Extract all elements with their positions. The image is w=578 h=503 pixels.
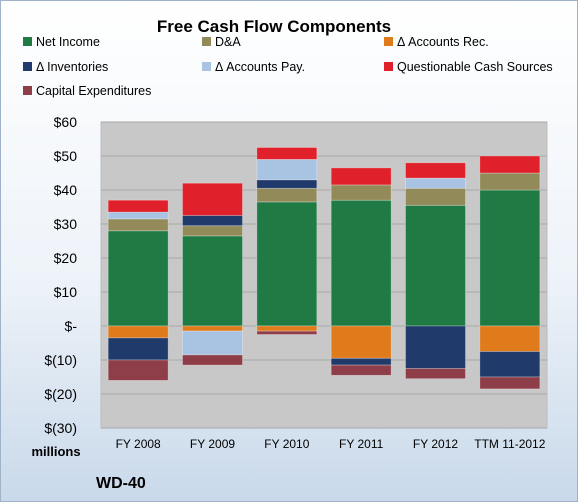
legend-swatch — [202, 37, 211, 46]
legend-label: Δ Inventories — [36, 60, 108, 74]
bar-segment — [330, 364, 392, 376]
y-tick-label: $- — [65, 318, 78, 334]
y-tick-label: $40 — [54, 182, 78, 198]
legend-label: Δ Accounts Pay. — [215, 60, 305, 74]
bar-segment — [182, 354, 243, 366]
bar-segment — [107, 230, 169, 327]
x-tick-label: FY 2011 — [339, 437, 384, 451]
legend-swatch — [23, 62, 32, 71]
bar-segment — [107, 211, 169, 220]
gridlines — [101, 121, 547, 429]
bar-segment — [256, 187, 318, 203]
legend-label: Net Income — [36, 35, 100, 49]
legend-swatch — [384, 37, 393, 46]
legend-label: D&A — [215, 35, 241, 49]
bar-segment — [107, 337, 169, 361]
x-tick-label: TTM 11-2012 — [474, 437, 545, 451]
bar-segment — [330, 325, 392, 359]
bar-segment — [182, 225, 243, 237]
legend-swatch — [23, 86, 32, 95]
bar-segment — [256, 325, 318, 332]
bar-segment — [479, 189, 541, 327]
x-tick-label: FY 2012 — [413, 437, 458, 451]
units-label: millions — [31, 444, 80, 459]
bar-segment — [405, 187, 466, 206]
bar-segment — [182, 330, 243, 356]
bar-segment — [405, 204, 466, 327]
company-label: WD-40 — [96, 475, 146, 492]
y-tick-label: $(20) — [44, 386, 77, 402]
bar-segment — [256, 147, 318, 160]
bar-segment — [479, 376, 541, 390]
bar-segment — [405, 177, 466, 189]
chart-title: Free Cash Flow Components — [157, 17, 391, 36]
bar-segment — [182, 215, 243, 227]
bar-segment — [405, 368, 466, 380]
bar-segment — [256, 201, 318, 327]
y-tick-label: $20 — [54, 250, 78, 266]
bar-segment — [479, 155, 541, 174]
plot-area — [100, 121, 548, 429]
bar-segment — [107, 325, 169, 339]
bar-segment — [256, 179, 318, 189]
bar-segment — [107, 199, 169, 213]
x-tick-label: FY 2009 — [190, 437, 235, 451]
bar-segment — [182, 182, 243, 216]
bar-segment — [330, 184, 392, 201]
x-axis-ticks: FY 2008 FY 2009 FY 2010 FY 2011 FY 2012 TTM 1… — [116, 437, 546, 451]
bar-segment — [182, 325, 243, 332]
x-tick-label: FY 2010 — [264, 437, 309, 451]
legend-label: Capital Expenditures — [36, 84, 151, 98]
y-tick-label: $10 — [54, 284, 78, 300]
bar-segment — [405, 162, 466, 179]
legend-swatch — [202, 62, 211, 71]
bar-segment — [479, 325, 541, 352]
legend: Net Income D&A Δ Accounts Rec. Δ Inventorie… — [23, 35, 553, 98]
bars — [107, 147, 541, 390]
bar-segment — [330, 167, 392, 186]
y-tick-label: $(10) — [44, 352, 77, 368]
bar-segment — [107, 359, 169, 381]
y-axis-ticks: $60 $50 $40 $30 $20 $10 $- $(10) $(20) $(30) — [44, 114, 77, 436]
bar-segment — [330, 357, 392, 366]
bar-segment — [256, 158, 318, 181]
bar-segment — [479, 351, 541, 378]
bar-segment — [107, 218, 169, 232]
y-tick-label: $(30) — [44, 420, 77, 436]
bar-segment — [479, 172, 541, 191]
y-tick-label: $50 — [54, 148, 78, 164]
bar-segment — [182, 235, 243, 327]
y-tick-label: $60 — [54, 114, 78, 130]
bar-segment — [330, 199, 392, 327]
legend-swatch — [384, 62, 393, 71]
legend-label: Δ Accounts Rec. — [397, 35, 489, 49]
x-tick-label: FY 2008 — [116, 437, 161, 451]
bar-segment — [405, 325, 466, 369]
legend-label: Questionable Cash Sources — [397, 60, 553, 74]
legend-swatch — [23, 37, 32, 46]
y-tick-label: $30 — [54, 216, 78, 232]
bar-segment — [256, 330, 318, 335]
